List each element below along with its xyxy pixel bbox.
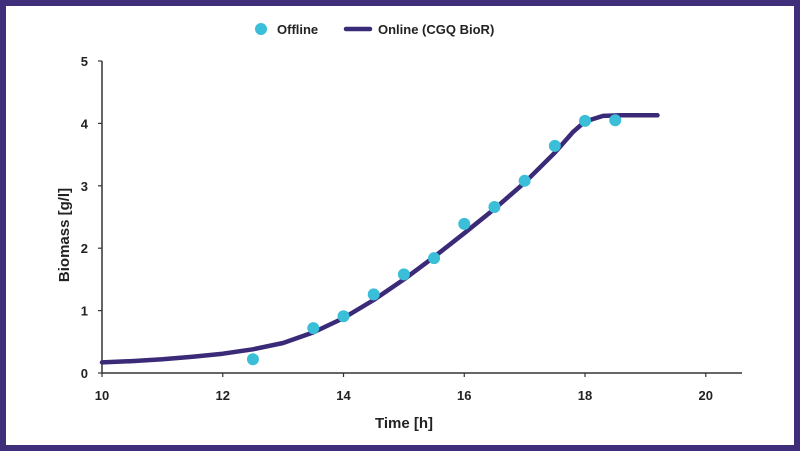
- offline-data-point: [367, 288, 380, 301]
- x-tick-label: 20: [699, 388, 713, 403]
- y-tick-label: 1: [81, 304, 88, 319]
- y-tick-label: 4: [81, 116, 89, 131]
- legend: Offline Online (CGQ BioR): [255, 22, 494, 37]
- offline-data-point: [246, 353, 259, 366]
- offline-data-point: [518, 174, 531, 187]
- y-tick-label: 3: [81, 179, 88, 194]
- legend-offline-label: Offline: [277, 22, 318, 37]
- plot-area: [99, 113, 660, 366]
- legend-offline-marker: [255, 23, 267, 35]
- x-tick-label: 16: [457, 388, 471, 403]
- online-series-line: [99, 113, 660, 365]
- x-tick-label: 12: [216, 388, 230, 403]
- y-tick-label: 0: [81, 366, 88, 381]
- offline-data-point: [548, 139, 561, 152]
- biomass-chart: Offline Online (CGQ BioR) 10 12 14 16 18 20012…: [56, 22, 742, 432]
- x-axis-title: Time [h]: [375, 415, 433, 432]
- x-tick-label: 14: [336, 388, 351, 403]
- offline-data-point: [488, 201, 501, 214]
- offline-data-point: [579, 114, 592, 127]
- y-axis-title: Biomass [g/l]: [56, 188, 73, 282]
- offline-data-point: [609, 114, 622, 127]
- legend-online-label: Online (CGQ BioR): [378, 22, 494, 37]
- y-tick-label: 5: [81, 54, 88, 69]
- offline-data-point: [397, 268, 410, 281]
- x-tick-label: 18: [578, 388, 592, 403]
- offline-data-point: [428, 252, 441, 265]
- offline-data-point: [458, 217, 471, 230]
- offline-data-point: [307, 322, 320, 335]
- x-tick-label: 10: [95, 388, 109, 403]
- y-tick-label: 2: [81, 241, 88, 256]
- offline-data-point: [337, 310, 350, 323]
- chart-frame: Offline Online (CGQ BioR) 10 12 14 16 18 20 0 1 2…: [6, 6, 794, 445]
